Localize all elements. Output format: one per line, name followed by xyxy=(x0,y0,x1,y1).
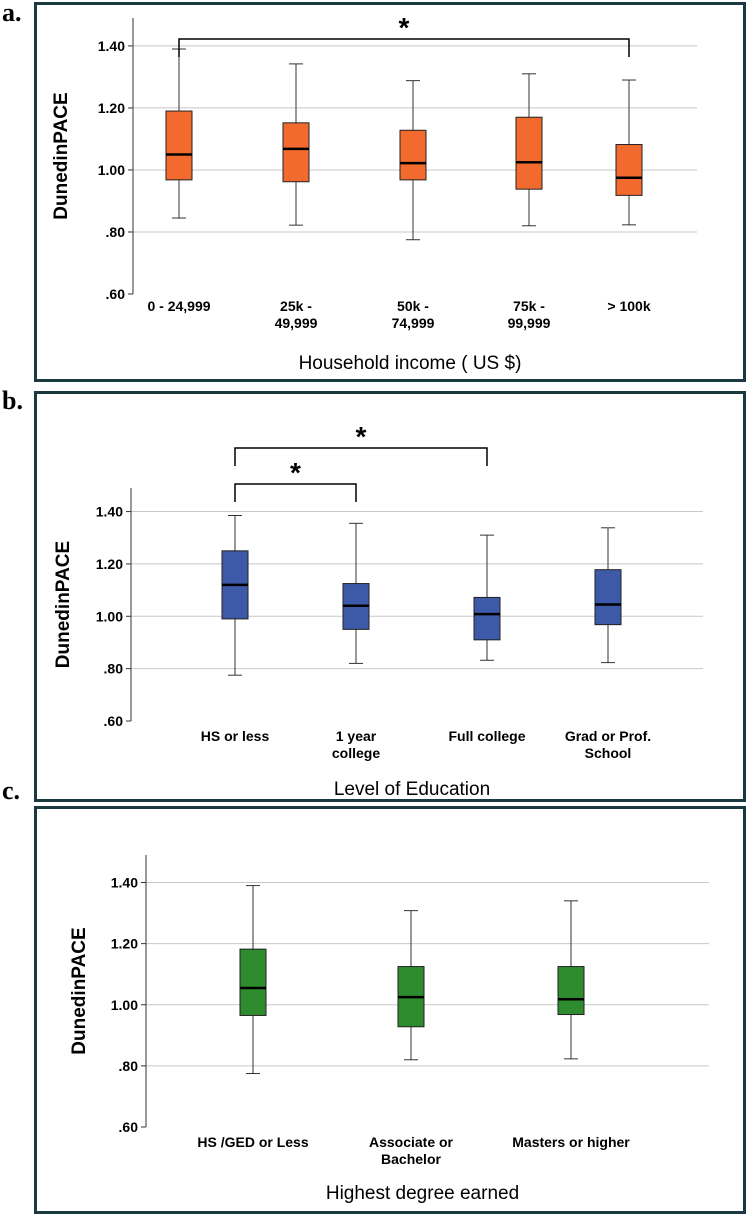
box-iqr xyxy=(239,948,267,1016)
y-tick-label: .80 xyxy=(104,661,124,677)
category-label-line2: Bachelor xyxy=(381,1151,441,1167)
category-label: > 100k xyxy=(607,298,650,314)
box-iqr xyxy=(282,122,310,183)
panel-b-chart: .60 .80 1.00 1.20 1.40 DunedinPACE HS or less 1… xyxy=(53,421,703,799)
category-label-line2: School xyxy=(585,745,632,761)
y-axis-title: DunedinPACE xyxy=(53,541,74,668)
category-label: 75k - xyxy=(513,298,545,314)
y-tick-label: .60 xyxy=(119,1119,139,1135)
panel-c-frame: .60 .80 1.00 1.20 1.40 DunedinPACE HS /GED or … xyxy=(34,806,746,1214)
significance-star: * xyxy=(356,421,367,452)
category-label: 1 year xyxy=(336,728,377,744)
y-tick-label: 1.40 xyxy=(111,875,138,891)
box-iqr xyxy=(515,116,543,190)
box-iqr xyxy=(594,569,622,626)
category-label: 50k - xyxy=(397,298,429,314)
panel-a-frame: .60 .80 1.00 1.20 1.40 DunedinPACE 0 - 24,999 2… xyxy=(34,2,746,382)
category-label: HS /GED or Less xyxy=(197,1134,308,1150)
box-iqr xyxy=(473,596,501,641)
category-label: 0 - 24,999 xyxy=(147,298,210,314)
panel-a-letter: a. xyxy=(2,0,22,27)
y-tick-label: 1.00 xyxy=(96,608,123,624)
y-tick-label: 1.20 xyxy=(96,556,123,572)
significance-star: * xyxy=(290,457,301,488)
panel-b-letter: b. xyxy=(2,386,23,415)
box-iqr xyxy=(399,129,427,181)
y-tick-label: 1.00 xyxy=(111,997,138,1013)
panel-b-frame: .60 .80 1.00 1.20 1.40 DunedinPACE HS or less 1… xyxy=(34,391,746,802)
category-label: 25k - xyxy=(280,298,312,314)
category-label: Associate or xyxy=(369,1134,454,1150)
category-label-line2: 49,999 xyxy=(275,315,318,331)
category-label-line2: 99,999 xyxy=(508,315,551,331)
y-tick-label: .60 xyxy=(106,286,126,302)
significance-bracket xyxy=(234,483,357,502)
y-tick-label: 1.20 xyxy=(98,100,125,116)
box-iqr xyxy=(165,110,193,181)
category-label: Full college xyxy=(448,728,525,744)
y-tick-label: 1.40 xyxy=(96,504,123,520)
significance-star: * xyxy=(399,12,410,43)
category-label-line2: 74,999 xyxy=(392,315,435,331)
significance-bracket xyxy=(234,447,488,466)
y-tick-label: .60 xyxy=(104,713,124,729)
y-tick-label: 1.00 xyxy=(98,162,125,178)
box-iqr xyxy=(557,966,585,1016)
panel-a-chart: .60 .80 1.00 1.20 1.40 DunedinPACE 0 - 24,999 2… xyxy=(51,12,697,374)
category-label: HS or less xyxy=(201,728,270,744)
panel-c-letter: c. xyxy=(2,776,21,805)
y-tick-label: .80 xyxy=(106,224,126,240)
box-iqr xyxy=(615,144,643,196)
x-axis-title: Household income ( US $) xyxy=(299,353,522,374)
y-axis-title: DunedinPACE xyxy=(51,92,72,219)
y-tick-label: 1.40 xyxy=(98,38,125,54)
y-tick-label: 1.20 xyxy=(111,936,138,952)
category-label: Grad or Prof. xyxy=(565,728,651,744)
y-axis-title: DunedinPACE xyxy=(69,927,90,1054)
y-tick-label: .80 xyxy=(119,1058,139,1074)
significance-bracket xyxy=(178,38,630,57)
panel-c-chart: .60 .80 1.00 1.20 1.40 DunedinPACE HS /GED or … xyxy=(69,855,709,1204)
category-label: Masters or higher xyxy=(512,1134,630,1150)
x-axis-title: Highest degree earned xyxy=(326,1183,519,1204)
x-axis-title: Level of Education xyxy=(334,779,490,799)
category-label-line2: college xyxy=(332,745,380,761)
